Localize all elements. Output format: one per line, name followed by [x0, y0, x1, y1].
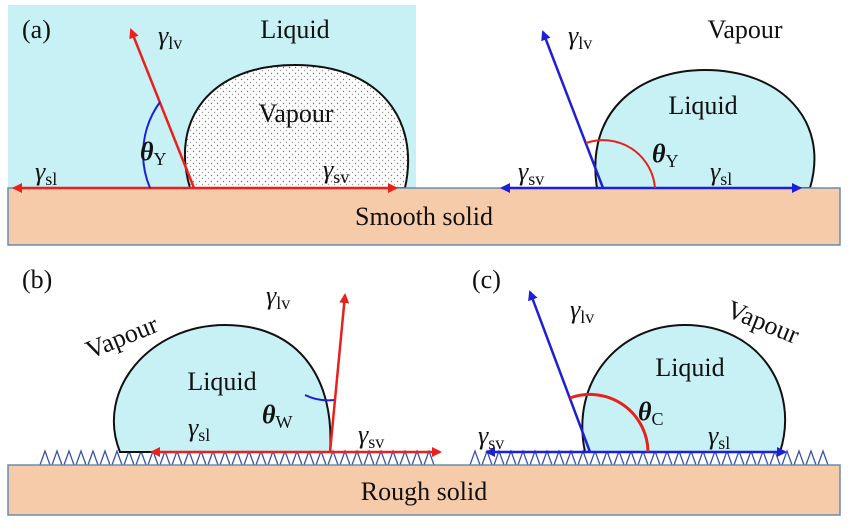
label: Vapour [258, 99, 333, 128]
label: Liquid [668, 91, 737, 120]
subscript: sv [528, 169, 544, 189]
subscript: sv [333, 167, 349, 187]
symbol: θ [262, 400, 276, 429]
symbol: θ [140, 137, 154, 166]
subscript: sl [720, 169, 732, 189]
label: (a) [22, 15, 51, 44]
symbol: θ [638, 397, 652, 426]
symbol-label: γsv [518, 157, 544, 189]
subscript: sl [198, 425, 210, 445]
subscript: lv [578, 33, 592, 53]
symbol-label: γsv [358, 420, 384, 452]
label: Liquid [260, 15, 329, 44]
symbol-label: γsv [478, 421, 504, 453]
symbol: θ [652, 139, 666, 168]
subscript: sv [488, 433, 504, 453]
label: Rough solid [361, 477, 487, 506]
label: (b) [22, 265, 52, 294]
subscript: Y [666, 151, 679, 171]
label: Liquid [187, 367, 256, 396]
subscript: lv [580, 307, 594, 327]
liquid-drop [595, 70, 814, 188]
arrow [330, 295, 345, 452]
subscript: sl [718, 433, 730, 453]
subscript: C [652, 409, 664, 429]
spacer [334, 395, 360, 430]
subscript: lv [168, 33, 182, 53]
subscript: sl [45, 169, 57, 189]
subscript: W [276, 412, 293, 432]
symbol-label: γlv [570, 295, 594, 327]
symbol-label: γlv [568, 21, 592, 53]
symbol-label: γlv [266, 281, 290, 313]
arrow [543, 32, 603, 188]
label: (c) [472, 265, 501, 294]
subscript: Y [154, 149, 167, 169]
label: Smooth solid [355, 202, 493, 231]
figure: (a)LiquidVapourγlvθYγslγsvγlvVapourLiqui… [0, 0, 849, 529]
liquid-drop [582, 325, 785, 452]
subscript: sv [368, 432, 384, 452]
subscript: lv [276, 293, 290, 313]
label: Liquid [655, 353, 724, 382]
label: Vapour [707, 15, 782, 44]
